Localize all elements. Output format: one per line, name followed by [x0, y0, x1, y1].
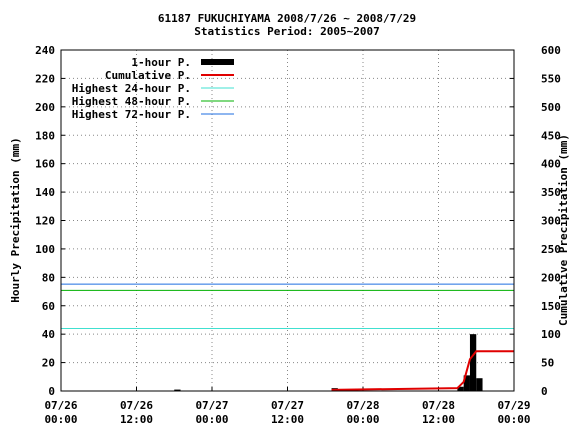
y-tick-label: 140 [35, 186, 55, 199]
y2-tick-label: 350 [541, 186, 561, 199]
y-tick-label: 220 [35, 72, 55, 85]
y2-tick-label: 300 [541, 215, 561, 228]
y2-tick-label: 200 [541, 271, 561, 284]
threshold-lines [61, 283, 514, 329]
y2-tick-labels: 0 50 100 150 200 250 300 350 400 450 500 550 600 [541, 44, 561, 398]
y-tick-label: 240 [35, 44, 55, 57]
y2-tick-label: 600 [541, 44, 561, 57]
x-tick-labels: 07/2600:0007/2612:0007/2700:0007/2712:00… [44, 399, 530, 426]
y2-tick-label: 100 [541, 328, 561, 341]
legend: 1-hour P.Cumulative P.Highest 24-hour P.… [72, 56, 234, 121]
x-tick-label: 00:00 [346, 413, 379, 426]
hourly-bars [174, 334, 483, 391]
x-tick-label: 07/28 [346, 399, 379, 412]
y2-tick-label: 450 [541, 129, 561, 142]
hourly-bar [463, 375, 470, 391]
x-tick-label: 07/26 [120, 399, 153, 412]
y-tick-labels: 0 20 40 60 80 100 120 140 160 180 200 220 240 [35, 44, 55, 398]
x-tick-label: 12:00 [422, 413, 455, 426]
hourly-bar [469, 334, 477, 391]
cumulative-line [331, 350, 514, 391]
y2-tick-label: 550 [541, 72, 561, 85]
hourly-bar [476, 378, 483, 391]
hourly-bar [457, 386, 464, 391]
y-tick-label: 80 [42, 271, 55, 284]
legend-label: 1-hour P. [131, 56, 191, 69]
y-tick-label: 40 [42, 328, 55, 341]
y2-tick-label: 0 [541, 385, 548, 398]
x-tick-label: 07/27 [195, 399, 228, 412]
legend-label: Highest 72-hour P. [72, 108, 191, 121]
y2-tick-label: 150 [541, 300, 561, 313]
y2-tick-label: 400 [541, 158, 561, 171]
hourly-bar [174, 389, 181, 391]
x-tick-label: 12:00 [120, 413, 153, 426]
y2-tick-label: 250 [541, 243, 561, 256]
y2-tick-label: 50 [541, 357, 554, 370]
legend-label: Highest 48-hour P. [72, 95, 191, 108]
legend-label: Highest 24-hour P. [72, 82, 191, 95]
y-tick-label: 20 [42, 357, 55, 370]
x-tick-label: 00:00 [44, 413, 77, 426]
y-tick-label: 100 [35, 243, 55, 256]
y2-tick-label: 500 [541, 101, 561, 114]
x-tick-label: 00:00 [497, 413, 530, 426]
y-tick-label: 60 [42, 300, 55, 313]
chart-subtitle: Statistics Period: 2005~2007 [194, 25, 379, 38]
y-tick-label: 0 [48, 385, 55, 398]
x-tick-label: 12:00 [271, 413, 304, 426]
x-tick-label: 00:00 [195, 413, 228, 426]
plot-frame [60, 49, 515, 392]
chart-title: 61187 FUKUCHIYAMA 2008/7/26 ~ 2008/7/29 [158, 12, 416, 25]
y-axis-label: Hourly Precipitation (mm) [9, 137, 22, 303]
y-tick-label: 200 [35, 101, 55, 114]
y-tick-label: 120 [35, 215, 55, 228]
x-tick-label: 07/27 [271, 399, 304, 412]
y-tick-label: 160 [35, 158, 55, 171]
legend-swatch [201, 59, 234, 65]
x-tick-label: 07/26 [44, 399, 77, 412]
x-tick-label: 07/29 [497, 399, 530, 412]
x-tick-label: 07/28 [422, 399, 455, 412]
y-tick-label: 180 [35, 129, 55, 142]
legend-label: Cumulative P. [105, 69, 191, 82]
y2-axis-label: Cumulative Precipitation (mm) [557, 134, 570, 326]
